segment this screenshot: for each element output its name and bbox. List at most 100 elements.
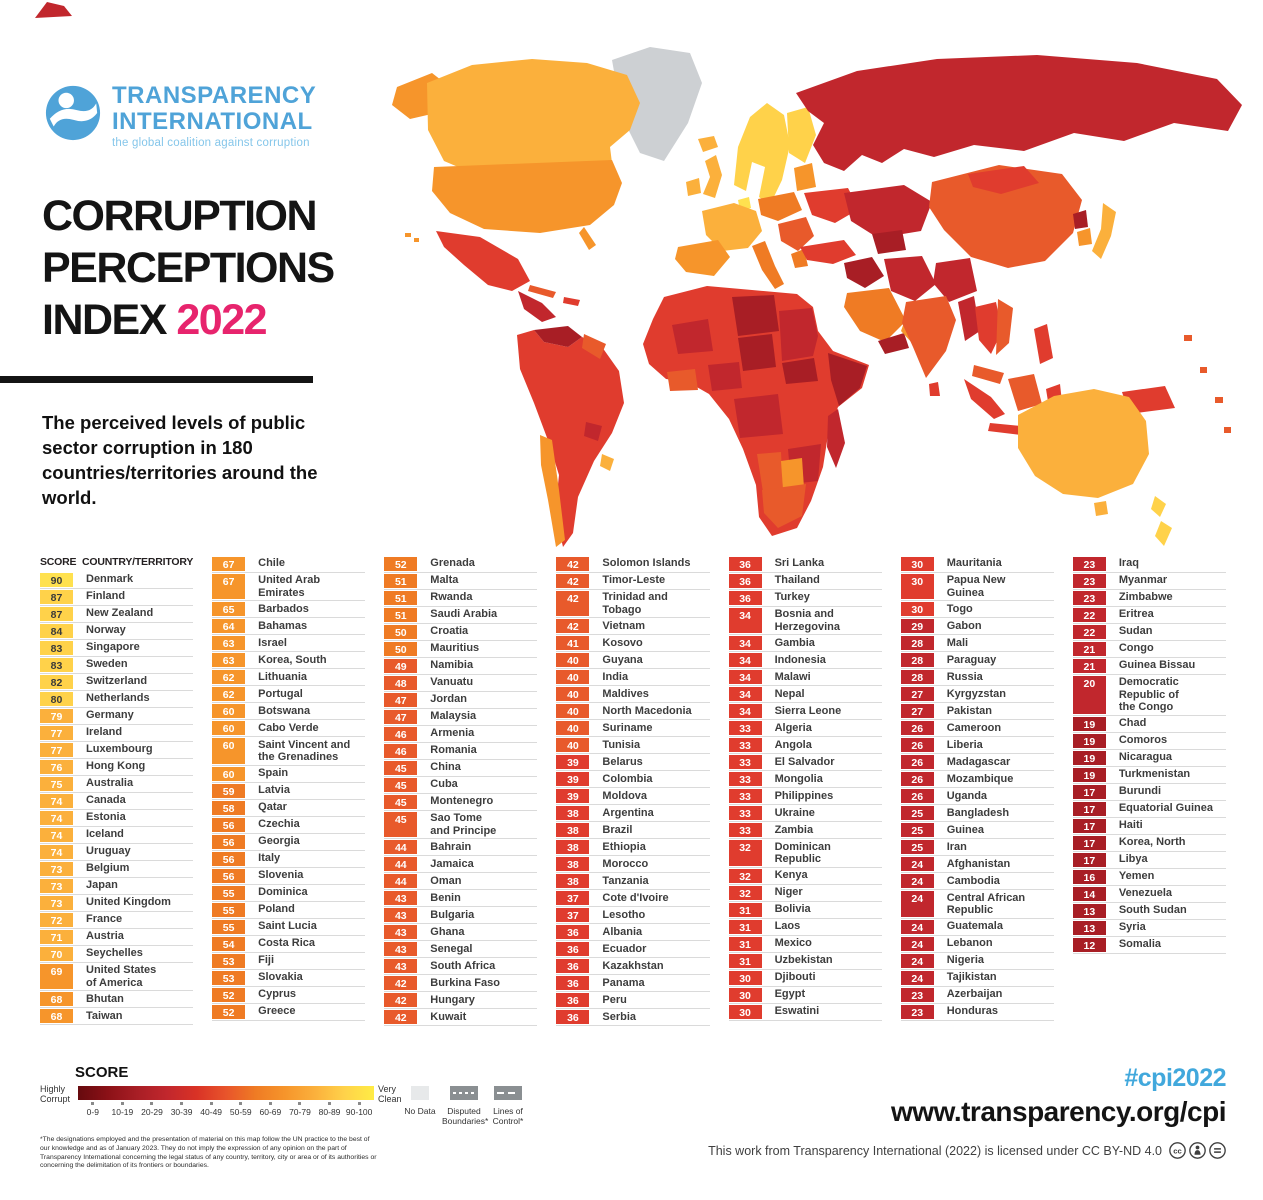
score-chip: 80 (40, 692, 73, 706)
score-chip: 77 (40, 743, 73, 757)
score-chip: 36 (556, 925, 590, 940)
map-region-scandinavia (734, 103, 790, 205)
score-chip: 58 (212, 800, 246, 815)
country-name: Austria (86, 930, 124, 943)
map-region-mexico (436, 231, 530, 291)
table-row: 43 Ghana (384, 924, 538, 942)
table-row: 79 Germany (40, 708, 194, 725)
country-name: Philippines (774, 789, 834, 802)
table-row: 49 Namibia (384, 658, 538, 675)
table-row: 80 Netherlands (40, 691, 194, 708)
rank-column: 23 Iraq 23 Myanmar 23 Zimbabwe 22 Eritrea 22 Suda… (1072, 556, 1226, 954)
score-chip: 42 (384, 976, 418, 991)
table-row: 40 Suriname (556, 720, 710, 738)
country-name: North Macedonia (602, 704, 692, 717)
table-row: 51 Rwanda (384, 590, 538, 607)
website-link[interactable]: www.transparency.org/cpi (891, 1096, 1226, 1127)
score-chip: 34 (728, 704, 762, 719)
table-row: 34 Bosnia and Herzegovina (728, 607, 882, 636)
table-row: 59 Latvia (212, 783, 366, 800)
table-row: 68 Bhutan (40, 991, 194, 1009)
no-data-swatch: No Data (402, 1086, 438, 1117)
score-chip: 60 (212, 704, 246, 719)
score-chip: 40 (556, 670, 590, 685)
score-chip: 51 (384, 608, 418, 622)
country-name: Ukraine (774, 806, 815, 819)
ti-logo-icon (45, 85, 101, 141)
map-region-somalia (828, 353, 867, 406)
table-row: 27 Kyrgyzstan (900, 686, 1054, 704)
map-region-afghanistan-pakistan (933, 258, 977, 302)
legend-tick-label: 10-19 (108, 1102, 138, 1117)
score-chip: 28 (900, 653, 934, 668)
score-chip: 24 (900, 953, 934, 968)
table-row: 37 Cote d'Ivoire (556, 890, 710, 908)
country-name: Paraguay (946, 653, 997, 666)
map-region-hispaniola (563, 297, 580, 306)
score-chip: 62 (212, 670, 246, 685)
page-title: CORRUPTION PERCEPTIONS INDEX 2022 (42, 190, 335, 346)
country-name: Pakistan (946, 704, 992, 717)
table-row: 38 Brazil (556, 822, 710, 840)
score-chip: 56 (212, 817, 246, 832)
score-chip: 26 (900, 738, 934, 753)
dashed-line-icon (496, 1092, 520, 1094)
score-chip: 40 (556, 653, 590, 668)
table-row: 17 Libya (1072, 852, 1226, 869)
table-row: 46 Romania (384, 743, 538, 760)
table-row: 19 Comoros (1072, 733, 1226, 750)
country-name: Zambia (774, 823, 814, 836)
country-name: Gambia (774, 636, 815, 649)
table-row: 47 Jordan (384, 692, 538, 709)
country-name: Belgium (86, 862, 130, 875)
country-name: Panama (602, 976, 645, 989)
rank-column: SCORE COUNTRY/TERRITORY 90 Denmark 87 Finla… (40, 556, 194, 1026)
country-name: Tajikistan (946, 970, 997, 983)
table-row: 70 Seychelles (40, 946, 194, 963)
score-chip: 17 (1072, 818, 1106, 833)
table-row: 13 South Sudan (1072, 903, 1226, 920)
table-row: 13 Syria (1072, 920, 1226, 937)
score-chip: 42 (384, 1010, 418, 1025)
country-name: Sudan (1118, 625, 1153, 638)
country-name: Trinidad and Tobago (602, 591, 668, 616)
score-chip: 28 (900, 670, 934, 685)
table-row: 36 Turkey (728, 590, 882, 607)
table-row: 62 Portugal (212, 686, 366, 704)
country-name: Kazakhstan (602, 959, 664, 972)
table-row: 67 United Arab Emirates (212, 573, 366, 602)
score-chip: 73 (40, 896, 73, 910)
country-name: Ethiopia (602, 840, 646, 853)
country-name: Georgia (258, 834, 300, 847)
score-chip: 36 (556, 1010, 590, 1025)
table-row: 42 Trinidad and Tobago (556, 590, 710, 619)
table-row: 52 Greece (212, 1004, 366, 1021)
table-row: 26 Uganda (900, 788, 1054, 806)
score-chip: 38 (556, 823, 590, 838)
table-row: 74 Estonia (40, 810, 194, 827)
map-region-australia (1018, 389, 1149, 498)
score-chip: 17 (1072, 784, 1106, 799)
no-derivatives-icon (1209, 1142, 1226, 1159)
country-name: Estonia (86, 811, 126, 824)
country-name: Portugal (258, 687, 303, 700)
score-chip: 49 (384, 659, 418, 673)
score-chip: 21 (1072, 659, 1106, 673)
score-chip: 30 (900, 602, 934, 617)
lines-of-control-label: Lines of Control* (492, 1106, 524, 1126)
country-name: France (86, 913, 123, 926)
score-chip: 46 (384, 744, 418, 758)
score-chip: 53 (212, 953, 246, 968)
score-chip: 42 (556, 591, 590, 617)
table-row: 33 Algeria (728, 720, 882, 738)
score-chip: 32 (728, 885, 762, 900)
country-name: Rwanda (430, 591, 473, 604)
table-row: 90 Denmark (40, 572, 194, 589)
table-row: 60 Botswana (212, 703, 366, 721)
score-chip: 71 (40, 930, 73, 944)
map-region-pacific-islands (1184, 335, 1231, 433)
score-chip: 33 (728, 755, 762, 770)
table-row: 62 Lithuania (212, 669, 366, 687)
country-name: Poland (258, 902, 295, 915)
table-row: 33 Philippines (728, 788, 882, 806)
